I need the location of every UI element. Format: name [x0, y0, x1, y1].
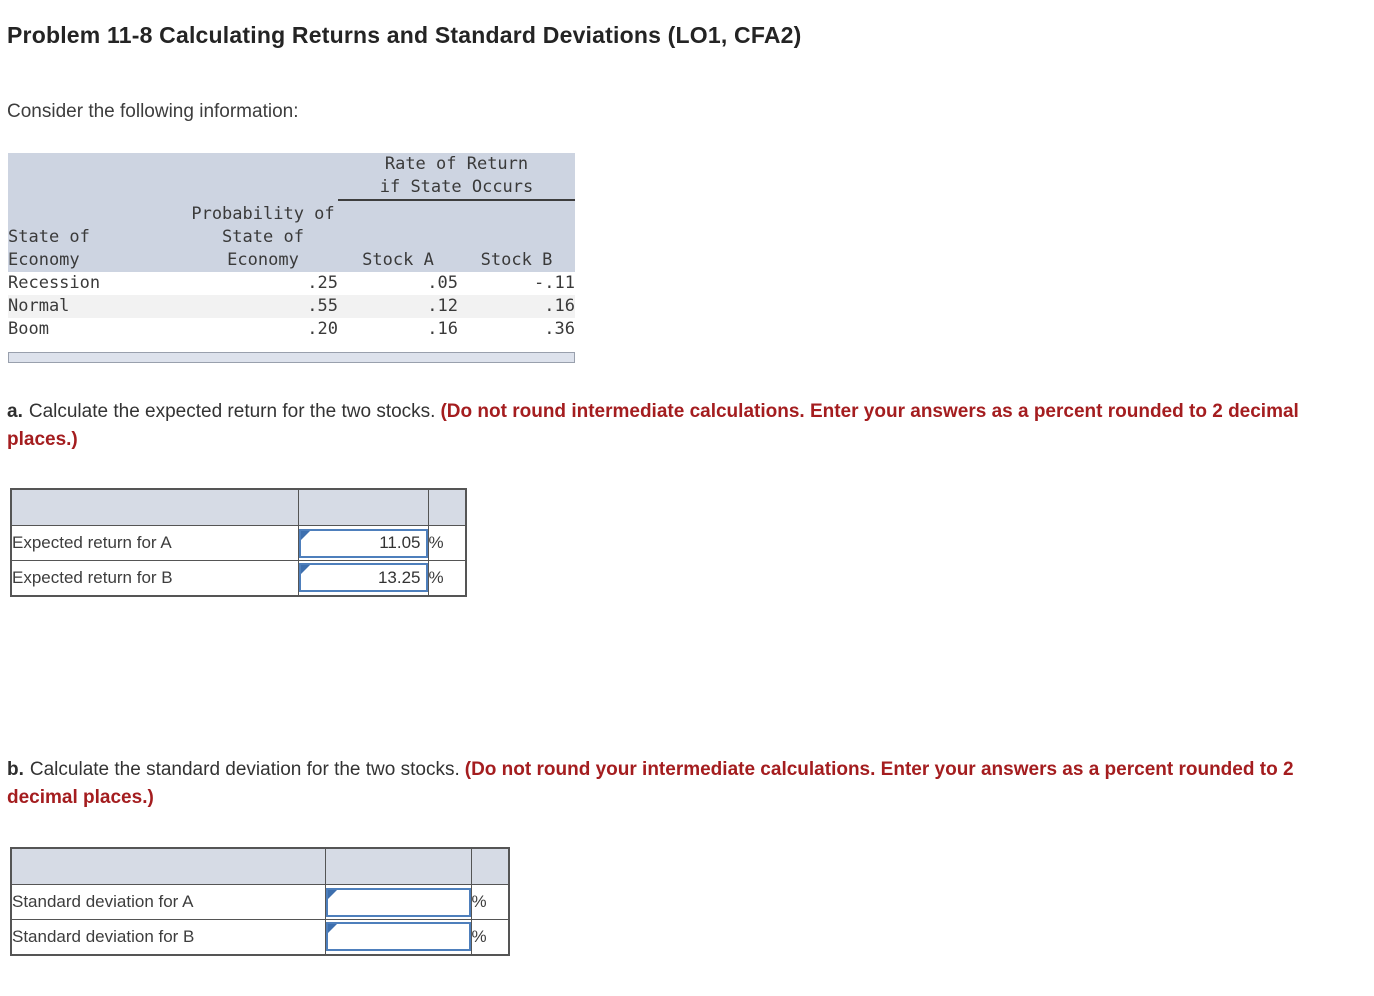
rate-of-return-group-header: Rate of Return if State Occurs: [338, 153, 575, 201]
answer-table-header-cell: [10, 847, 326, 885]
page-title: Problem 11-8 Calculating Returns and Sta…: [7, 22, 802, 48]
cell-state: Normal: [8, 296, 70, 316]
percent-label: %: [427, 560, 467, 596]
answer-table-a: Expected return for A % Expected return …: [10, 488, 467, 597]
part-a-prompt: a. Calculate the expected return for the …: [7, 398, 1352, 453]
row-label: Expected return for B: [10, 560, 299, 596]
row-label: Expected return for A: [10, 525, 299, 561]
expected-return-b-input[interactable]: [298, 563, 428, 593]
row-label: Standard deviation for B: [10, 919, 326, 955]
info-table-row-normal: Normal .55 .12 .16: [8, 295, 575, 318]
cell-marker-icon: [300, 530, 310, 540]
stock-b-header: Stock B: [458, 200, 575, 272]
state-of-economy-header: State of Economy: [8, 200, 188, 272]
answer-table-header-cell: [427, 488, 467, 526]
part-a-instruction: (Do not round intermediate calculations.…: [7, 401, 1299, 450]
cell-stock-b: -.11: [534, 273, 575, 293]
cell-marker-icon: [327, 924, 337, 934]
input-cell: [297, 525, 429, 561]
answer-row-expected-return-b: Expected return for B %: [10, 560, 467, 596]
cell-probability: .25: [307, 273, 338, 293]
info-table-row-recession: Recession .25 .05 -.11: [8, 272, 575, 295]
cell-probability: .55: [307, 296, 338, 316]
cell-stock-b: .16: [544, 296, 575, 316]
answer-table-header-cell: [324, 847, 472, 885]
cell-stock-a: .12: [427, 296, 458, 316]
part-b-label: b.: [7, 759, 24, 780]
input-cell: [324, 919, 472, 955]
cell-marker-icon: [327, 889, 337, 899]
row-label: Standard deviation for A: [10, 884, 326, 920]
cell-state: Boom: [8, 319, 49, 339]
part-b-instruction: (Do not round your intermediate calculat…: [7, 759, 1294, 808]
answer-table-a-header-row: [10, 488, 467, 526]
input-cell: [324, 884, 472, 920]
cell-stock-a: .16: [427, 319, 458, 339]
horizontal-scrollbar[interactable]: [8, 352, 575, 363]
answer-table-b: Standard deviation for A % Standard devi…: [10, 847, 510, 956]
input-cell: [297, 560, 429, 596]
part-b-question: Calculate the standard deviation for the…: [29, 759, 460, 780]
info-table-row-boom: Boom .20 .16 .36: [8, 318, 575, 341]
percent-label: %: [427, 525, 467, 561]
answer-table-b-header-row: [10, 847, 510, 885]
part-b-prompt: b. Calculate the standard deviation for t…: [7, 756, 1345, 811]
cell-stock-a: .05: [427, 273, 458, 293]
answer-row-expected-return-a: Expected return for A %: [10, 525, 467, 561]
info-table-header-spacer: [8, 153, 338, 200]
cell-stock-b: .36: [544, 319, 575, 339]
cell-probability: .20: [307, 319, 338, 339]
intro-text: Consider the following information:: [7, 101, 299, 122]
percent-label: %: [470, 884, 510, 920]
part-a-label: a.: [7, 401, 23, 422]
probability-header: Probability of State of Economy: [188, 200, 338, 272]
answer-row-std-dev-a: Standard deviation for A %: [10, 884, 510, 920]
answer-table-header-cell: [470, 847, 510, 885]
answer-row-std-dev-b: Standard deviation for B %: [10, 919, 510, 955]
percent-label: %: [470, 919, 510, 955]
cell-marker-icon: [300, 565, 310, 575]
cell-state: Recession: [8, 273, 101, 293]
std-dev-b-input[interactable]: [325, 922, 471, 952]
info-table: Rate of Return if State Occurs State of …: [8, 153, 575, 341]
expected-return-a-input[interactable]: [298, 528, 428, 558]
answer-table-header-cell: [10, 488, 299, 526]
stock-a-header: Stock A: [338, 200, 458, 272]
part-a-question: Calculate the expected return for the tw…: [28, 401, 436, 422]
answer-table-header-cell: [297, 488, 429, 526]
std-dev-a-input[interactable]: [325, 887, 471, 917]
